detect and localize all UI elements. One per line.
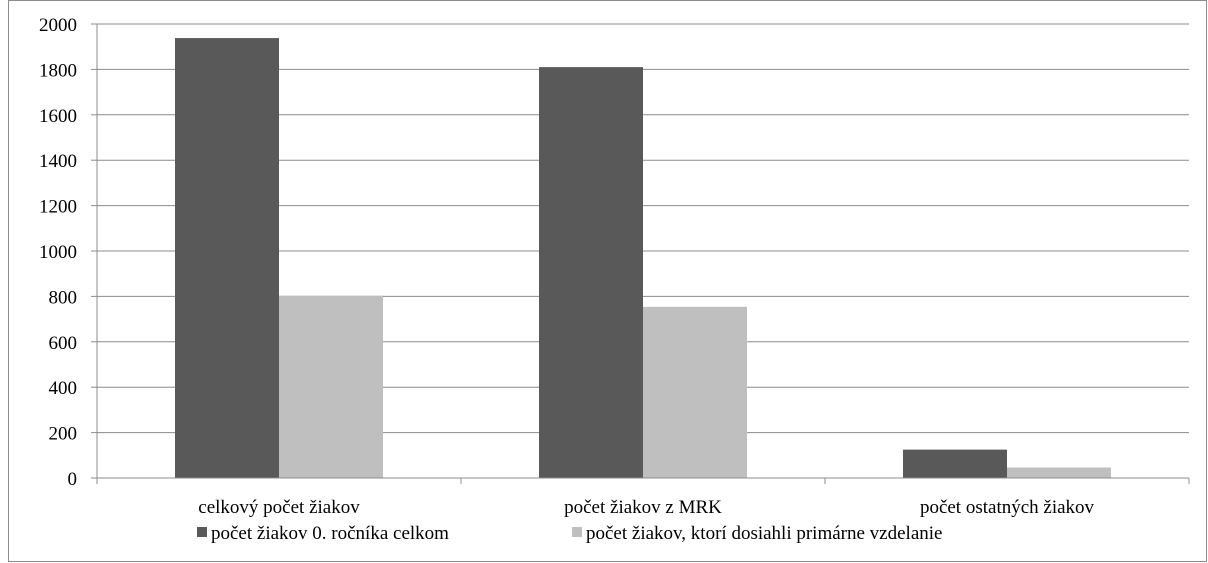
- bar-series-2: [1007, 467, 1111, 478]
- legend: počet žiakov 0. ročníka celkom počet žia…: [197, 523, 942, 544]
- y-tick-label: 800: [49, 287, 78, 308]
- y-tick-label: 1000: [39, 242, 77, 263]
- legend-label-series-1: počet žiakov 0. ročníka celkom: [211, 523, 449, 544]
- x-category-label: počet ostatných žiakov: [920, 497, 1095, 518]
- bars: [175, 38, 1111, 478]
- bar-series-2: [279, 295, 383, 478]
- y-tick-label: 1400: [39, 151, 77, 172]
- y-tick-label: 600: [49, 333, 78, 354]
- x-category-label: celkový počet žiakov: [198, 497, 360, 518]
- bar-series-1: [175, 38, 279, 478]
- legend-label-series-2: počet žiakov, ktorí dosiahli primárne vz…: [586, 523, 942, 544]
- bar-series-1: [539, 67, 643, 478]
- bar-series-1: [903, 449, 1007, 478]
- y-tick-label: 1600: [39, 106, 77, 127]
- y-tick-label: 400: [49, 378, 78, 399]
- bar-series-2: [643, 306, 747, 478]
- y-axis-ticks: 0 200 400 600 800 1000 1200 1400 1600 1800 2000: [39, 15, 77, 490]
- y-tick-label: 1200: [39, 197, 77, 218]
- y-tick-label: 200: [49, 424, 78, 445]
- legend-swatch-series-2: [572, 527, 582, 537]
- x-category-label: počet žiakov z MRK: [564, 497, 722, 518]
- legend-swatch-series-1: [197, 527, 207, 537]
- y-tick-label: 1800: [39, 60, 77, 81]
- axes: [96, 24, 1190, 484]
- y-tick-label: 2000: [39, 15, 77, 36]
- category-labels: celkový počet žiakov počet žiakov z MRK po…: [198, 497, 1094, 518]
- y-tick-label: 0: [68, 469, 78, 490]
